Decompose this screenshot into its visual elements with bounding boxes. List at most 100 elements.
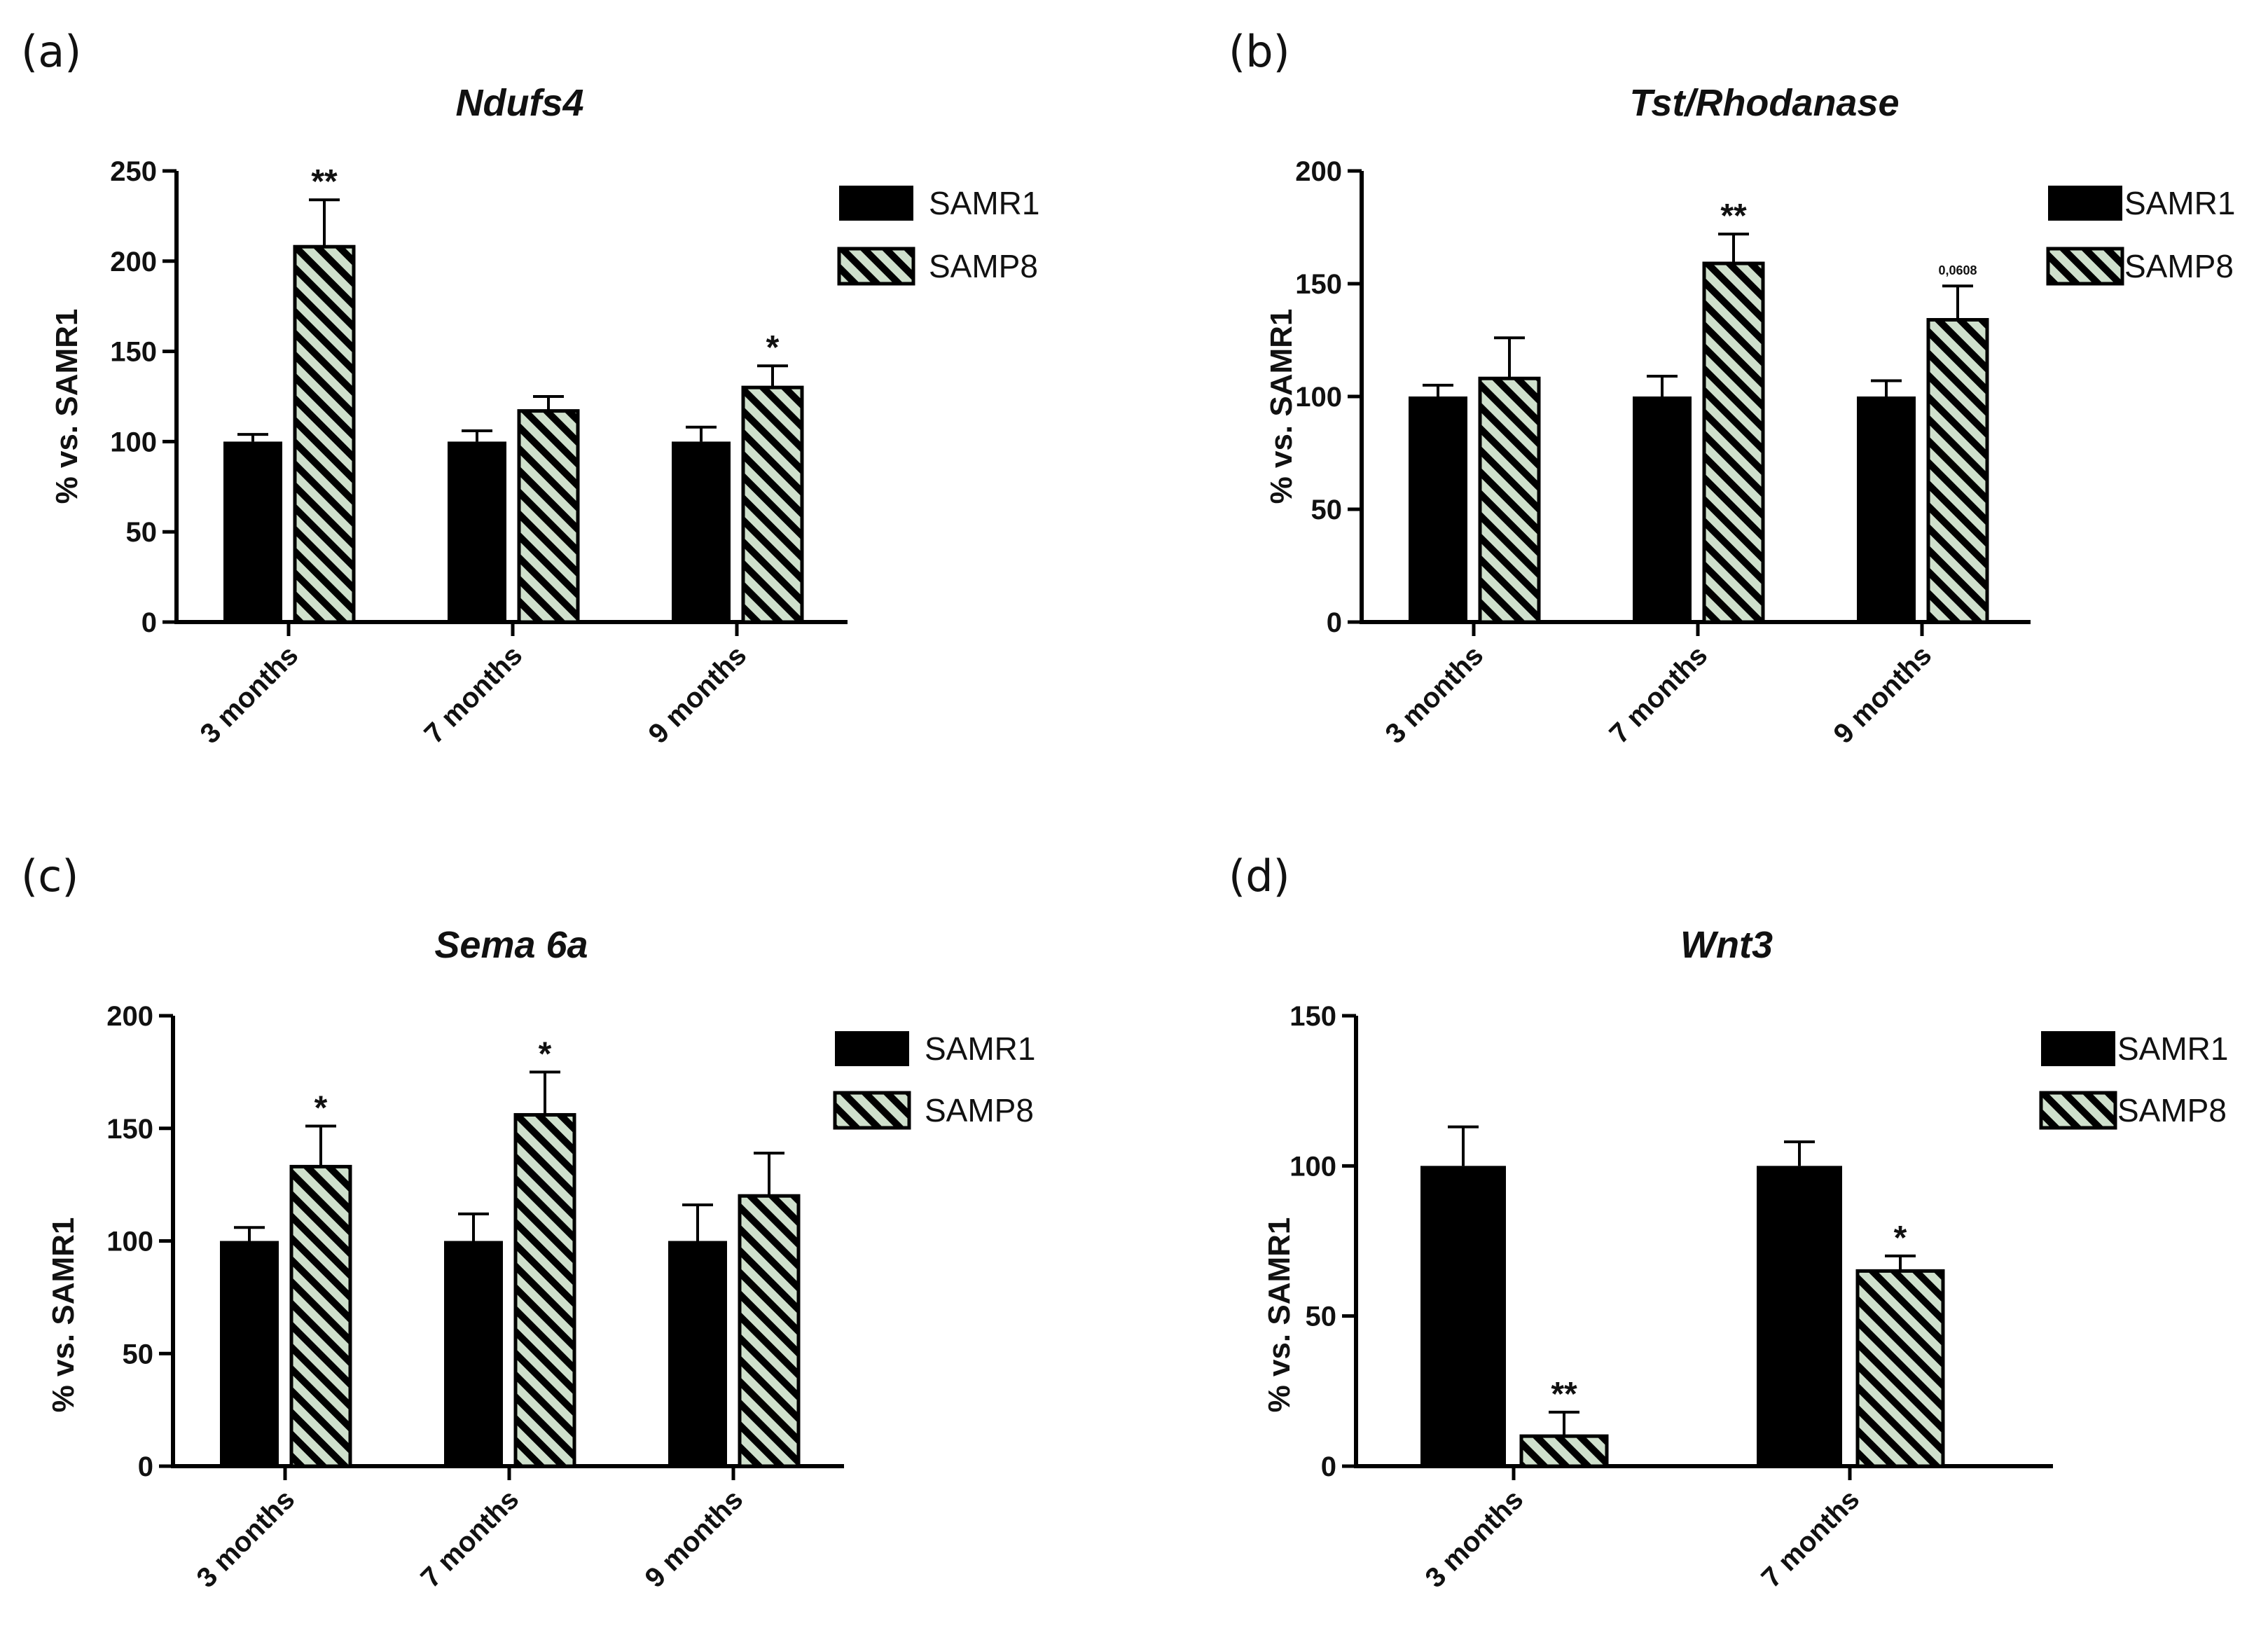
bar-samp8-7-months: [1855, 1269, 1945, 1468]
chart-panel-c: (c) Sema 6a % vs. SAMR1 0 50 100 150 200 3 mo…: [0, 821, 1134, 1642]
x-category-label: 7 months: [415, 1484, 525, 1594]
bar-samr1-9-months: [672, 441, 731, 622]
legend-label-samp8: SAMP8: [929, 248, 1038, 284]
bar-samr1-7-months: [444, 1241, 503, 1466]
bar-samp8-3-months: [1478, 376, 1541, 624]
bar-samr1-3-months: [223, 441, 282, 622]
chart-title: Tst/Rhodanase: [1629, 82, 1899, 124]
chart-panel-b: (b) Tst/Rhodanase % vs. SAMR1 0 50 100 150 2…: [1134, 0, 2268, 821]
bar-samr1-9-months: [668, 1241, 727, 1466]
bar-samp8-7-months: [1702, 261, 1765, 624]
legend-label-samr1: SAMR1: [929, 185, 1039, 221]
panel-letter: (c): [21, 850, 78, 902]
bar-samp8-7-months: [517, 409, 580, 624]
bar-samr1-3-months: [220, 1241, 279, 1466]
legend-swatch-samr1: [835, 1031, 909, 1066]
legend-label-samr1: SAMR1: [2124, 185, 2235, 221]
x-category-label: 3 months: [195, 640, 305, 750]
legend: SAMR1 SAMP8: [833, 1030, 1035, 1130]
legend-swatch-samp8: [833, 1091, 911, 1130]
y-tick-label: 0: [1327, 607, 1342, 638]
x-category-label: 3 months: [191, 1484, 301, 1594]
bar-samp8-3-months: [1519, 1434, 1609, 1468]
y-tick-label: 50: [1306, 1302, 1337, 1332]
significance-label: *: [539, 1035, 552, 1072]
chart-svg-a: (a) Ndufs4 % vs. SAMR1 0 50 100 150 200 250 3 …: [21, 26, 1039, 750]
y-tick-label: 150: [106, 1114, 153, 1145]
y-tick-label: 150: [110, 337, 157, 368]
legend-swatch-samp8: [2039, 1091, 2117, 1130]
plot-area: 0 50 100 150 200 3 months * 7 months * 9 months: [106, 1001, 844, 1594]
x-category-label: 7 months: [419, 640, 529, 750]
y-tick-label: 0: [138, 1451, 153, 1482]
chart-title: Sema 6a: [434, 924, 588, 966]
y-tick-label: 50: [1311, 495, 1343, 525]
legend: SAMR1 SAMP8: [2039, 1030, 2228, 1130]
bar-samr1-3-months: [1420, 1166, 1506, 1466]
panel-letter: (b): [1229, 26, 1290, 77]
significance-label: *: [766, 329, 780, 366]
y-axis-label: % vs. SAMR1: [1264, 309, 1299, 504]
bar-samp8-9-months: [1926, 318, 1989, 624]
chart-svg-b: (b) Tst/Rhodanase % vs. SAMR1 0 50 100 150 2…: [1229, 26, 2235, 750]
significance-label: **: [1551, 1376, 1577, 1413]
y-tick-label: 150: [1295, 269, 1342, 300]
bar-samp8-3-months: [289, 1164, 352, 1468]
y-axis-label: % vs. SAMR1: [46, 1217, 81, 1413]
y-tick-label: 50: [126, 517, 158, 548]
significance-label: *: [1894, 1220, 1907, 1257]
y-tick-label: 200: [1295, 156, 1342, 187]
y-tick-label: 100: [1289, 1151, 1336, 1182]
bar-samr1-7-months: [1757, 1166, 1842, 1466]
legend-label-samp8: SAMP8: [2117, 1092, 2227, 1129]
bar-samp8-9-months: [741, 385, 804, 624]
legend-swatch-samr1: [2041, 1031, 2115, 1066]
chart-title: Wnt3: [1680, 924, 1773, 966]
y-tick-label: 50: [123, 1339, 154, 1370]
x-category-label: 9 months: [643, 640, 753, 750]
y-tick-label: 250: [110, 156, 157, 187]
y-tick-label: 100: [110, 427, 157, 457]
legend-swatch-samr1: [2048, 186, 2122, 221]
legend-label-samp8: SAMP8: [925, 1092, 1034, 1129]
y-tick-label: 0: [1321, 1451, 1336, 1482]
legend-swatch-samr1: [839, 186, 913, 221]
chart-panel-a: (a) Ndufs4 % vs. SAMR1 0 50 100 150 200 250 3 …: [0, 0, 1134, 821]
y-tick-label: 150: [1289, 1001, 1336, 1032]
x-category-label: 9 months: [639, 1484, 749, 1594]
chart-svg-c: (c) Sema 6a % vs. SAMR1 0 50 100 150 200 3 mo…: [21, 850, 1035, 1594]
bar-samp8-7-months: [513, 1112, 576, 1468]
y-axis-label: % vs. SAMR1: [1262, 1217, 1297, 1413]
bar-samr1-7-months: [1633, 396, 1692, 622]
plot-area: 0 50 100 150 200 3 months 7 months ** 9 months 0,…: [1295, 156, 2031, 750]
y-tick-label: 100: [1295, 382, 1342, 413]
y-tick-label: 0: [141, 607, 157, 638]
legend: SAMR1 SAMP8: [2046, 185, 2235, 286]
x-category-label: 3 months: [1420, 1484, 1530, 1594]
bar-samr1-7-months: [448, 441, 506, 622]
y-axis-label: % vs. SAMR1: [50, 309, 84, 504]
x-category-label: 3 months: [1380, 640, 1490, 750]
bar-samp8-3-months: [293, 244, 356, 624]
panel-letter: (d): [1229, 850, 1290, 902]
plot-area: 0 50 100 150 3 months ** 7 months *: [1289, 1001, 2053, 1594]
legend-swatch-samp8: [837, 247, 915, 286]
significance-label: *: [314, 1090, 328, 1127]
legend-label-samp8: SAMP8: [2124, 248, 2234, 284]
bar-samr1-3-months: [1409, 396, 1467, 622]
legend-label-samr1: SAMR1: [2117, 1030, 2228, 1067]
significance-label: 0,0608: [1938, 263, 1977, 277]
y-tick-label: 200: [110, 247, 157, 277]
legend: SAMR1 SAMP8: [837, 185, 1039, 286]
legend-swatch-samp8: [2046, 247, 2124, 286]
bar-samr1-9-months: [1857, 396, 1916, 622]
significance-label: **: [1720, 198, 1747, 235]
y-tick-label: 100: [106, 1227, 153, 1257]
x-category-label: 9 months: [1828, 640, 1938, 750]
chart-title: Ndufs4: [455, 82, 583, 124]
bar-samp8-9-months: [738, 1194, 801, 1468]
plot-area: 0 50 100 150 200 250 3 months ** 7 months 9 month…: [110, 156, 848, 750]
y-tick-label: 200: [106, 1001, 153, 1032]
chart-panel-d: (d) Wnt3 % vs. SAMR1 0 50 100 150 3 months **…: [1134, 821, 2268, 1642]
